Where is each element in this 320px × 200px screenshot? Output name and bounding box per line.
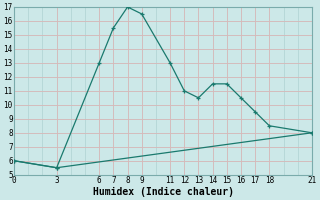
- X-axis label: Humidex (Indice chaleur): Humidex (Indice chaleur): [92, 186, 234, 197]
